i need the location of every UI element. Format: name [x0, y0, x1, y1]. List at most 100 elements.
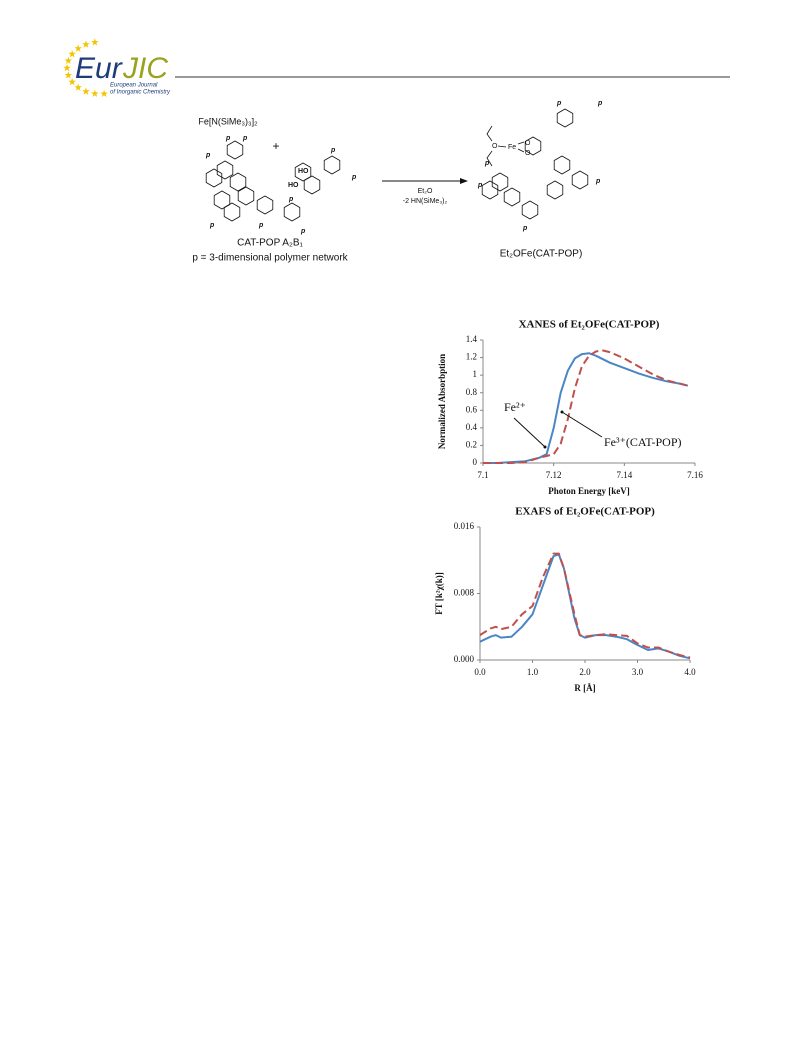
compound-name: CAT-POP A₂B₁ — [237, 238, 303, 249]
p-label: p — [209, 222, 215, 229]
arrow-tip — [543, 445, 547, 449]
y-tick-label: 1 — [473, 369, 478, 379]
logo-star — [74, 83, 82, 91]
logo-star — [74, 44, 82, 52]
y-tick-label: 0.008 — [454, 588, 475, 598]
ring — [556, 108, 574, 128]
ring — [213, 190, 231, 210]
ring — [229, 172, 247, 192]
atom-label: O — [492, 143, 498, 150]
ring — [226, 140, 244, 160]
y-tick-label: 0.6 — [466, 404, 478, 414]
ho-label: HO — [298, 168, 309, 175]
p-label: p — [288, 196, 294, 203]
logo-star — [100, 89, 108, 97]
ring — [205, 168, 223, 188]
y-tick-label: 1.2 — [466, 352, 477, 362]
logo-star — [68, 77, 76, 86]
compound-note: p = 3-dimensional polymer network — [192, 253, 348, 264]
arrow-label: Et₂O — [418, 188, 433, 195]
y-tick-label: 1.4 — [466, 334, 478, 344]
ring — [524, 136, 542, 156]
p-label: p — [597, 100, 603, 107]
chart-title: XANES of Et₂OFe(CAT-POP) — [519, 319, 660, 331]
series-annotation: Fe³⁺(CAT-POP) — [604, 435, 682, 449]
plus: + — [272, 139, 279, 153]
series-line — [483, 349, 689, 464]
p-label: p — [556, 100, 562, 107]
ring — [294, 162, 312, 182]
series-line — [483, 352, 689, 464]
chart: EXAFS of Et₂OFe(CAT-POP) R [Å] FT [k²χ(k)]… — [434, 506, 696, 694]
ring — [256, 195, 274, 215]
reagent: Fe[N(SiMe₃)₃]₂ — [198, 116, 258, 126]
bond — [486, 125, 525, 167]
chart: XANES of Et₂OFe(CAT-POP) Photon Energy [k… — [437, 319, 703, 497]
p-label: p — [595, 178, 601, 185]
ring — [323, 155, 341, 175]
p-label: p — [205, 152, 211, 159]
ring — [237, 186, 255, 206]
scheme: Fe[N(SiMe₃)₃]₂ + HO HO Et₂O -2 HN(SiMe₃)… — [192, 100, 603, 264]
p-label: p — [242, 135, 248, 142]
x-tick-label: 7.1 — [477, 470, 488, 480]
x-axis-label: R [Å] — [574, 683, 595, 693]
atom-label: O — [525, 140, 531, 147]
ring — [216, 160, 234, 180]
ring — [223, 202, 241, 222]
atom-label: O — [525, 150, 531, 157]
arrow-head — [460, 178, 468, 184]
p-label: p — [477, 182, 483, 189]
annotation-arrow — [513, 417, 546, 448]
logo-star — [64, 71, 73, 79]
ring — [481, 180, 499, 200]
series-line — [479, 553, 691, 660]
x-tick-label: 7.14 — [616, 470, 632, 480]
arrow-tip — [560, 410, 564, 414]
logo-star — [82, 87, 90, 95]
logo-line: European Journal — [110, 83, 158, 89]
y-tick-label: 0.4 — [466, 422, 478, 432]
logo-star — [91, 89, 99, 97]
x-tick-label: 7.16 — [687, 470, 703, 480]
logo-star — [63, 64, 71, 72]
p-label: p — [258, 222, 264, 229]
p-label: p — [225, 135, 231, 142]
logo-eur: Eur — [75, 52, 123, 85]
atom-label: Fe — [508, 144, 516, 151]
logo-star — [82, 40, 90, 48]
logo-line: of Inorganic Chemistry — [110, 90, 171, 96]
logo-star — [68, 50, 76, 58]
ring — [571, 170, 589, 190]
ring — [283, 202, 301, 222]
x-tick-label: 7.12 — [546, 470, 562, 480]
compound-name: Et₂OFe(CAT-POP) — [500, 249, 583, 260]
series-line — [479, 552, 691, 659]
x-tick-label: 2.0 — [579, 667, 591, 677]
y-tick-label: 0.016 — [454, 521, 475, 531]
y-axis-label: FT [k²χ(k)] — [434, 572, 444, 614]
x-tick-label: 1.0 — [527, 667, 539, 677]
x-tick-label: 4.0 — [684, 667, 696, 677]
ring — [546, 180, 564, 200]
y-tick-label: 0.000 — [454, 654, 475, 664]
ho-label: HO — [288, 182, 299, 189]
y-tick-label: 0.8 — [466, 387, 478, 397]
p-label: p — [300, 228, 306, 235]
ring — [491, 172, 509, 192]
x-tick-label: 0.0 — [474, 667, 486, 677]
ring — [521, 200, 539, 220]
p-label: p — [330, 147, 336, 154]
x-tick-label: 3.0 — [632, 667, 644, 677]
y-tick-label: 0 — [473, 457, 478, 467]
annotation-arrow — [561, 411, 603, 438]
x-axis-label: Photon Energy [keV] — [548, 486, 630, 496]
arrow-label: -2 HN(SiMe₃)₂ — [403, 198, 448, 205]
y-tick-label: 0.2 — [466, 439, 477, 449]
ring — [503, 187, 521, 207]
logo-jic: JIC — [122, 52, 168, 85]
chart-title: EXAFS of Et₂OFe(CAT-POP) — [515, 506, 655, 518]
p-label: p — [522, 225, 528, 232]
